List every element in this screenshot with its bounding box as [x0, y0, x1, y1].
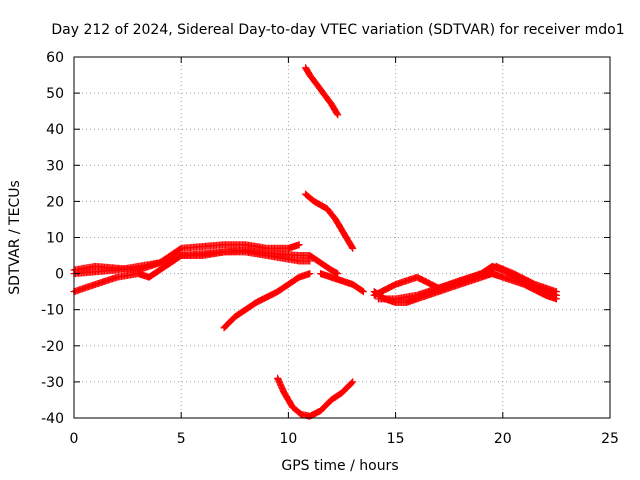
series-track-c [70, 248, 314, 296]
x-tick-label: 25 [601, 431, 619, 447]
axis-ticks: 0 5 10 15 20 25 -40 -30 -20 -10 0 10 20 30 40 50 60 [41, 50, 619, 447]
data-series [70, 64, 560, 420]
y-tick-label: -30 [41, 375, 64, 391]
series-track-i [370, 270, 560, 306]
series-markers [317, 270, 367, 296]
y-tick-label: 60 [46, 50, 64, 66]
x-axis-label: GPS time / hours [281, 458, 398, 474]
chart-title: Day 212 of 2024, Sidereal Day-to-day VTE… [51, 22, 624, 38]
series-track-k [374, 262, 560, 303]
y-axis-label: SDTVAR / TECUs [7, 180, 23, 295]
y-tick-label: -20 [41, 339, 64, 355]
x-tick-label: 20 [494, 431, 512, 447]
series-markers [302, 64, 342, 119]
grid [74, 57, 610, 418]
y-tick-label: -10 [41, 303, 64, 319]
series-markers [220, 270, 314, 332]
series-track-h [317, 270, 367, 296]
series-track-f [302, 190, 357, 252]
y-tick-label: 10 [46, 231, 64, 247]
y-tick-label: 40 [46, 122, 64, 138]
y-tick-label: -40 [41, 411, 64, 427]
x-tick-label: 0 [70, 431, 79, 447]
series-track-e [302, 64, 342, 119]
y-tick-label: 30 [46, 158, 64, 174]
series-track-d [220, 270, 314, 332]
x-tick-label: 10 [279, 431, 297, 447]
y-tick-label: 0 [55, 267, 64, 283]
series-track-b [70, 241, 303, 274]
series-markers [274, 374, 357, 420]
series-markers [302, 190, 357, 252]
y-tick-label: 20 [46, 194, 64, 210]
series-track-g [274, 374, 357, 420]
series-markers [70, 241, 303, 274]
x-tick-label: 15 [387, 431, 405, 447]
series-markers [374, 262, 560, 303]
series-markers [370, 270, 560, 306]
y-tick-label: 50 [46, 86, 64, 102]
x-tick-label: 5 [177, 431, 186, 447]
series-markers [70, 248, 314, 296]
